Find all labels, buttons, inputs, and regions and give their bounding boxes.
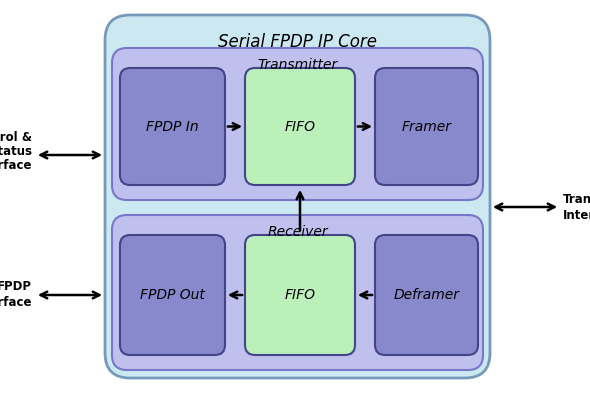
FancyBboxPatch shape <box>375 68 478 185</box>
Text: Interface: Interface <box>563 208 590 221</box>
Text: Interface: Interface <box>0 297 32 310</box>
FancyBboxPatch shape <box>375 235 478 355</box>
Text: FPDP Out: FPDP Out <box>140 288 205 302</box>
Text: Transmitter: Transmitter <box>257 58 337 72</box>
Text: FPDP: FPDP <box>0 281 32 294</box>
FancyBboxPatch shape <box>120 235 225 355</box>
FancyBboxPatch shape <box>105 15 490 378</box>
Text: Transceiver: Transceiver <box>563 193 590 206</box>
Text: FIFO: FIFO <box>284 119 316 134</box>
Text: FPDP In: FPDP In <box>146 119 199 134</box>
FancyBboxPatch shape <box>245 68 355 185</box>
FancyBboxPatch shape <box>245 235 355 355</box>
Text: Deframer: Deframer <box>394 288 460 302</box>
FancyBboxPatch shape <box>112 215 483 370</box>
Text: Framer: Framer <box>402 119 451 134</box>
Text: Serial FPDP IP Core: Serial FPDP IP Core <box>218 33 377 51</box>
FancyBboxPatch shape <box>112 48 483 200</box>
Text: FIFO: FIFO <box>284 288 316 302</box>
Text: Status: Status <box>0 145 32 158</box>
Text: Interface: Interface <box>0 158 32 171</box>
FancyBboxPatch shape <box>120 68 225 185</box>
Text: Receiver: Receiver <box>267 225 328 239</box>
Text: Control &: Control & <box>0 130 32 143</box>
